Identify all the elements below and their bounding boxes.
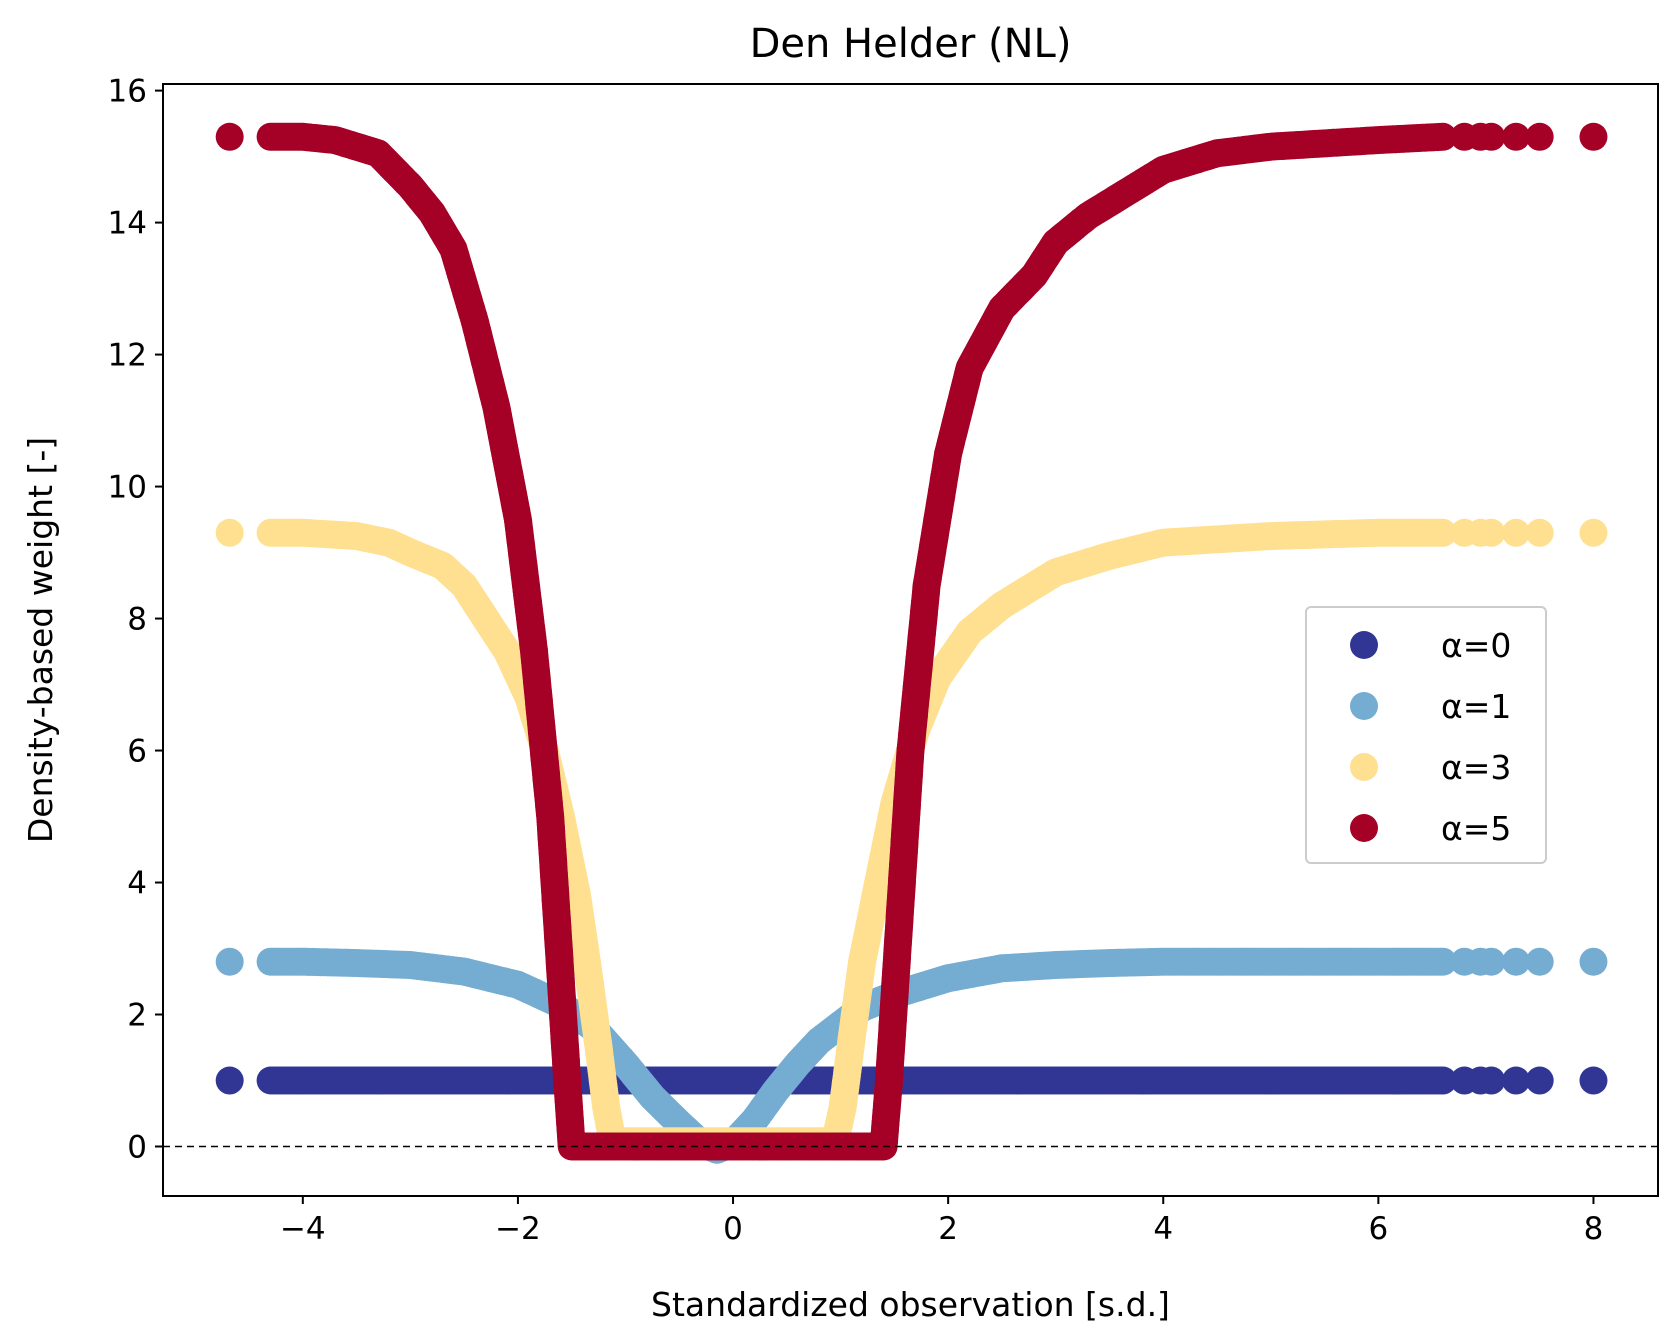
legend-label: α=1 [1441,687,1511,726]
x-tick-label: 6 [1368,1211,1388,1247]
legend-entry: α=5 [1350,809,1511,848]
x-tick-label: 8 [1584,1211,1604,1247]
data-point [215,947,244,976]
data-point [1477,122,1506,151]
data-point [1502,518,1531,547]
y-tick-label: 16 [108,74,147,110]
y-tick-label: 4 [127,866,147,902]
data-point [1579,1066,1608,1095]
y-tick-label: 2 [127,998,147,1034]
x-tick-label: 0 [723,1211,743,1247]
y-tick-label: 14 [108,206,147,242]
data-point [1428,518,1457,547]
y-axis-ticks: 0 2 4 6 8 10 12 14 16 [108,74,163,1166]
y-tick-label: 10 [108,470,147,506]
data-point [1477,947,1506,976]
legend: α=0 α=1 α=3 α=5 [1305,606,1547,864]
y-tick-label: 6 [127,734,147,770]
data-point [1428,122,1457,151]
data-point [1579,947,1608,976]
plot-frame [162,83,1659,1197]
series-0 [215,1066,1608,1095]
series-1 [215,947,1608,1164]
legend-entry: α=3 [1350,748,1511,787]
data-point [1525,947,1554,976]
data-point [1525,518,1554,547]
legend-marker [1350,692,1378,720]
data-point [1502,1066,1531,1095]
legend-frame [1305,606,1547,864]
data-point [1525,122,1554,151]
x-axis-label: Standardized observation [s.d.] [651,1285,1170,1324]
legend-marker [1350,631,1378,659]
legend-marker [1350,814,1378,842]
data-point [1477,518,1506,547]
data-point [1502,122,1531,151]
x-tick-label: 4 [1153,1211,1173,1247]
data-point [1579,518,1608,547]
data-point [215,1066,244,1095]
data-point [1477,1066,1506,1095]
legend-marker [1350,753,1378,781]
chart-title: Den Helder (NL) [750,21,1072,67]
y-tick-label: 0 [127,1130,147,1166]
data-point [215,518,244,547]
legend-label: α=5 [1441,809,1511,848]
data-point [1579,122,1608,151]
legend-label: α=3 [1441,748,1511,787]
x-tick-label: 2 [938,1211,958,1247]
data-point [1428,1066,1457,1095]
data-point [1428,947,1457,976]
data-point [1502,947,1531,976]
x-tick-label: −2 [495,1211,541,1247]
y-tick-label: 12 [108,338,147,374]
y-tick-label: 8 [127,602,147,638]
legend-label: α=0 [1441,626,1511,665]
data-point [215,122,244,151]
legend-entry: α=0 [1350,626,1511,665]
x-tick-label: −4 [280,1211,326,1247]
x-axis-ticks: −4 −2 0 2 4 6 8 [280,1196,1603,1247]
data-point [1525,1066,1554,1095]
legend-entry: α=1 [1350,687,1511,726]
y-axis-label: Density-based weight [-] [21,437,60,843]
